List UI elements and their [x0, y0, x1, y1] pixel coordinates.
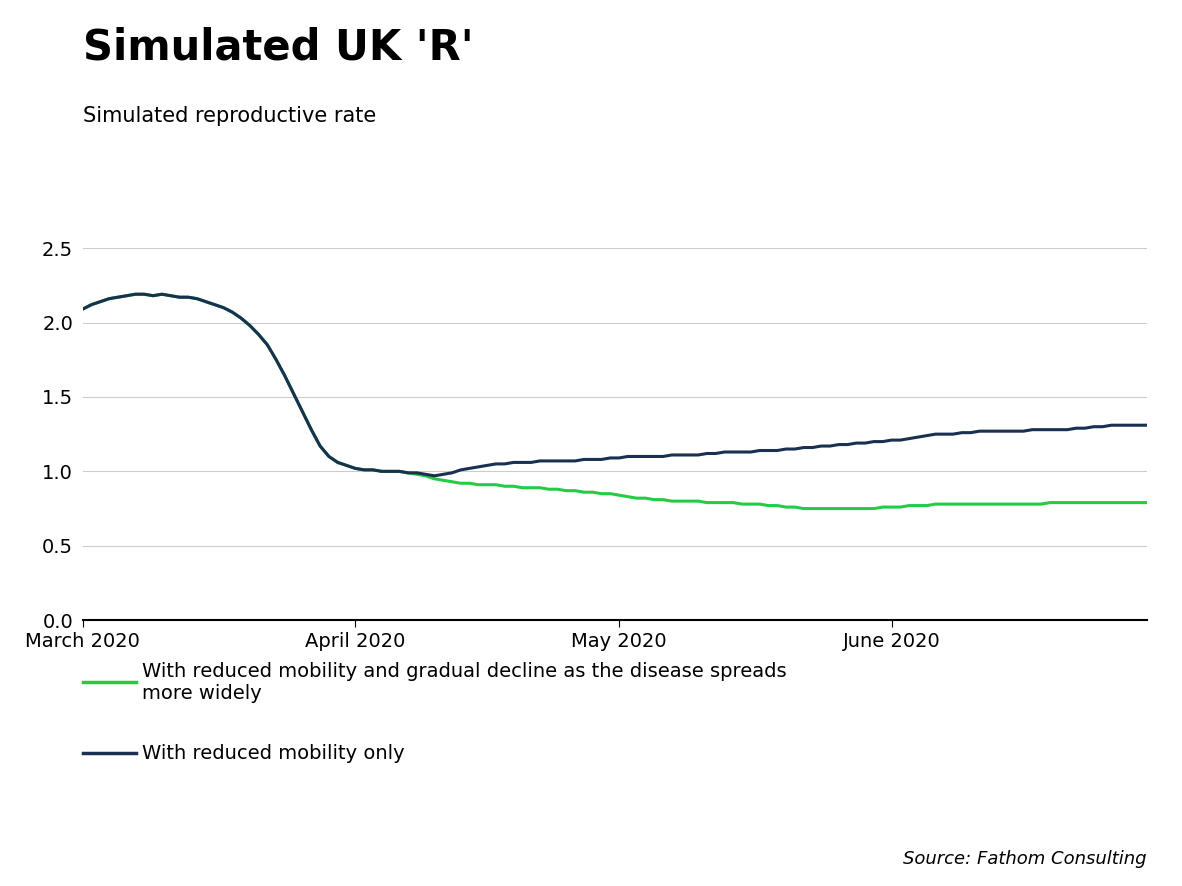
Text: Source: Fathom Consulting: Source: Fathom Consulting	[903, 851, 1147, 868]
Text: With reduced mobility only: With reduced mobility only	[142, 743, 404, 763]
Text: Simulated reproductive rate: Simulated reproductive rate	[83, 106, 376, 127]
Text: Simulated UK 'R': Simulated UK 'R'	[83, 27, 473, 68]
Text: With reduced mobility and gradual decline as the disease spreads
more widely: With reduced mobility and gradual declin…	[142, 662, 786, 703]
